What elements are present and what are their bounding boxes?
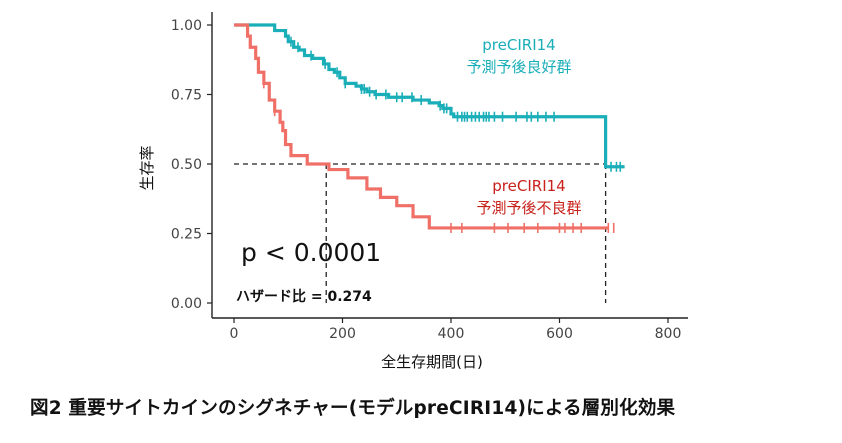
y-tick-label: 1.00 [171, 18, 202, 34]
x-tick-label: 600 [546, 326, 573, 342]
x-tick-label: 400 [438, 326, 465, 342]
legend-label-poor: preCIRI14 [492, 177, 565, 195]
legend-label-good: preCIRI14 [482, 36, 555, 54]
x-tick-label: 800 [655, 326, 682, 342]
hazard-ratio-annotation: ハザード比 = 0.274 [236, 288, 372, 305]
km-chart: 0.00 0.25 0.50 0.75 1.00 0 200 400 600 800 全生存期間(日… [138, 12, 688, 371]
y-tick-label: 0.25 [171, 227, 202, 243]
y-tick-label: 0.75 [171, 88, 202, 104]
y-tick-label: 0.50 [171, 157, 202, 173]
y-axis-title: 生存率 [138, 145, 156, 190]
survival-curve-good [234, 23, 625, 169]
legend-label-poor-2: 予測予後不良群 [476, 199, 581, 217]
y-tick-label: 0.00 [171, 296, 202, 312]
legend-label-good-2: 予測予後良好群 [466, 58, 571, 76]
figure-caption: 図2 重要サイトカインのシグネチャー(モデルpreCIRI14)による層別化効果 [30, 398, 676, 419]
x-tick-label: 200 [329, 326, 356, 342]
p-value-annotation: p < 0.0001 [241, 238, 381, 267]
x-tick-label: 0 [230, 326, 239, 342]
survival-curve-poor [234, 23, 609, 230]
x-axis-title: 全生存期間(日) [381, 353, 483, 371]
